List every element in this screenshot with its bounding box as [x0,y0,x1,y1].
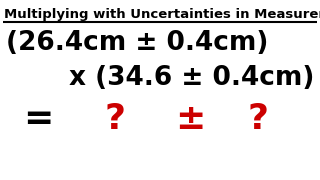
Text: Multiplying with Uncertainties in Measurements: Multiplying with Uncertainties in Measur… [4,8,320,21]
Text: ?: ? [247,102,268,136]
Text: (26.4cm ± 0.4cm): (26.4cm ± 0.4cm) [6,30,268,56]
Text: =: = [23,102,53,136]
Text: ?: ? [105,102,125,136]
Text: x (34.6 ± 0.4cm): x (34.6 ± 0.4cm) [68,65,314,91]
Text: ±: ± [175,102,205,136]
